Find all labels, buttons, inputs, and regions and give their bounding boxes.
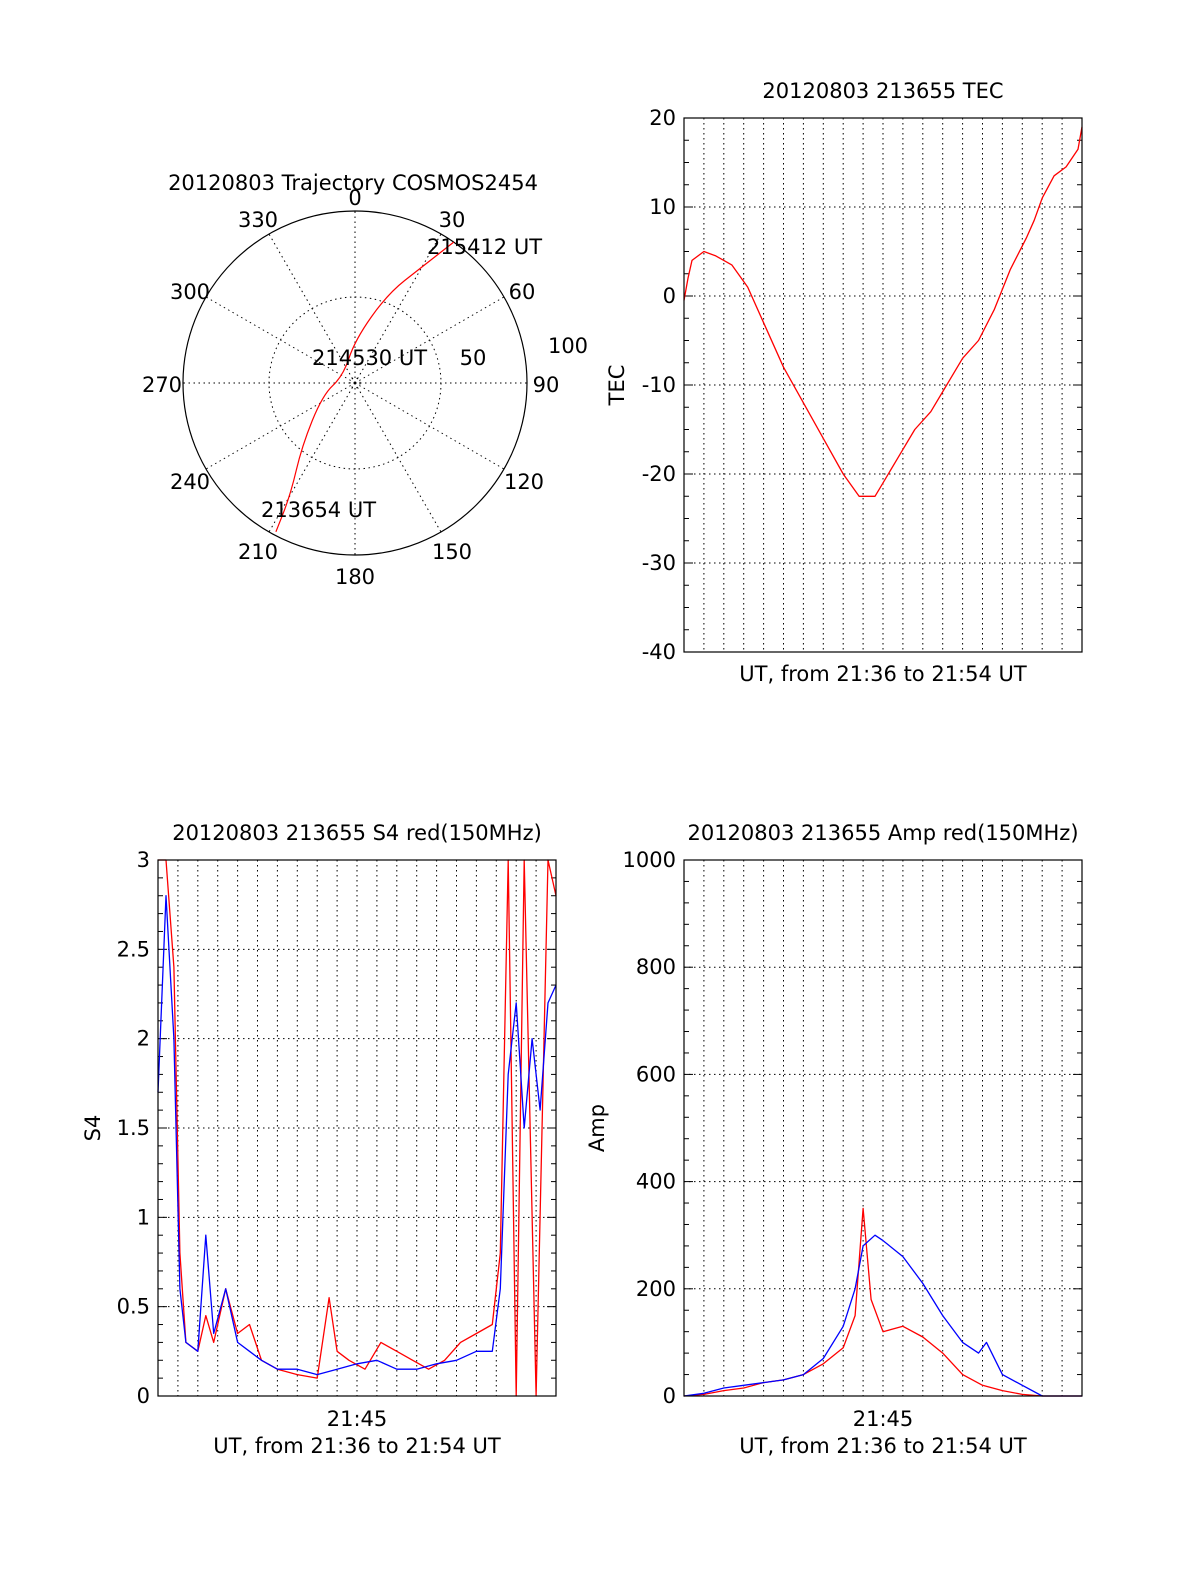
polar-radial-label: 100 — [548, 334, 588, 358]
chart-title: 20120803 213655 S4 red(150MHz) — [172, 821, 542, 845]
y-tick-label: 400 — [636, 1170, 676, 1194]
y-tick-label: 1.5 — [117, 1116, 150, 1140]
polar-spoke-330 — [268, 233, 356, 384]
y-tick-label: 0.5 — [117, 1295, 150, 1319]
polar-annotation-mid-time: 214530 UT — [312, 346, 427, 370]
y-tick-label: -40 — [642, 640, 676, 664]
polar-spoke-150 — [354, 382, 442, 533]
chart-title: 20120803 213655 Amp red(150MHz) — [687, 821, 1078, 845]
polar-annotation-end-time: 215412 UT — [427, 235, 542, 259]
polar-angle-label: 210 — [238, 540, 278, 564]
x-axis-label: UT, from 21:36 to 21:54 UT — [213, 1434, 501, 1458]
polar-angle-label: 0 — [348, 186, 361, 210]
y-tick-label: 20 — [649, 106, 676, 130]
polar-angle-label: 180 — [335, 565, 375, 589]
polar-angle-label: 90 — [533, 373, 560, 397]
polar-angle-label: 60 — [509, 280, 536, 304]
y-tick-label: 0 — [663, 284, 676, 308]
y-tick-label: 10 — [649, 195, 676, 219]
polar-angle-label: 300 — [170, 280, 210, 304]
plot-frame — [683, 859, 1083, 1397]
polar-spoke-60 — [354, 296, 505, 384]
series-line-blue — [683, 1234, 1082, 1397]
plot-frame — [157, 859, 557, 1397]
y-tick-label: 0 — [663, 1384, 676, 1408]
x-tick-label: 21:45 — [327, 1407, 388, 1431]
y-tick-label: 1 — [137, 1205, 150, 1229]
polar-angle-label: 240 — [170, 470, 210, 494]
polar-angle-label: 270 — [142, 373, 182, 397]
polar-angle-label: 330 — [238, 208, 278, 232]
chart-panel-s4: 0 0.5 1 1.5 2 2.5 3 20120803 213655 S4 red(150M… — [81, 821, 557, 1458]
series-line-red — [683, 126, 1083, 497]
chart-panel-amp: 0 200 400 600 800 1000 20120803 213655 Amp red… — [585, 821, 1083, 1458]
series-line-blue — [157, 895, 557, 1376]
polar-chart-title: 20120803 Trajectory COSMOS2454 — [168, 171, 538, 195]
y-tick-label: 0 — [137, 1384, 150, 1408]
y-tick-label: 800 — [636, 955, 676, 979]
y-tick-label: 600 — [636, 1062, 676, 1086]
polar-trajectory-line — [275, 241, 455, 533]
y-tick-label: 3 — [137, 848, 150, 872]
x-tick-label: 21:45 — [853, 1407, 914, 1431]
plot-frame — [683, 117, 1083, 653]
polar-outer-circle — [182, 210, 528, 556]
x-axis-label: UT, from 21:36 to 21:54 UT — [739, 1434, 1027, 1458]
x-axis-label: UT, from 21:36 to 21:54 UT — [739, 662, 1027, 686]
y-tick-label: 2 — [137, 1027, 150, 1051]
chart-panel-tec: -40 -30 -20 -10 0 10 20 20120803 213655 TEC TEC U… — [605, 79, 1083, 686]
y-tick-label: -30 — [642, 551, 676, 575]
polar-radial-label: 50 — [460, 346, 487, 370]
series-line-red — [158, 859, 557, 1397]
y-tick-label: -10 — [642, 373, 676, 397]
chart-title: 20120803 213655 TEC — [762, 79, 1003, 103]
polar-spoke-240 — [205, 382, 356, 470]
y-tick-label: -20 — [642, 462, 676, 486]
y-axis-label: TEC — [605, 365, 629, 407]
polar-spoke-120 — [354, 382, 505, 470]
y-tick-label: 1000 — [623, 848, 676, 872]
polar-spoke-300 — [205, 296, 356, 384]
polar-spoke-210 — [268, 382, 356, 533]
polar-spoke-30 — [354, 233, 442, 384]
y-axis-label: Amp — [585, 1104, 609, 1152]
y-axis-label: S4 — [81, 1115, 105, 1142]
y-tick-label: 200 — [636, 1277, 676, 1301]
polar-angle-label: 120 — [504, 470, 544, 494]
polar-annotation-start-time: 213654 UT — [261, 498, 376, 522]
polar-angle-label: 150 — [432, 540, 472, 564]
polar-angle-label: 30 — [439, 208, 466, 232]
series-line-red — [683, 1207, 1082, 1397]
y-tick-label: 2.5 — [117, 937, 150, 961]
